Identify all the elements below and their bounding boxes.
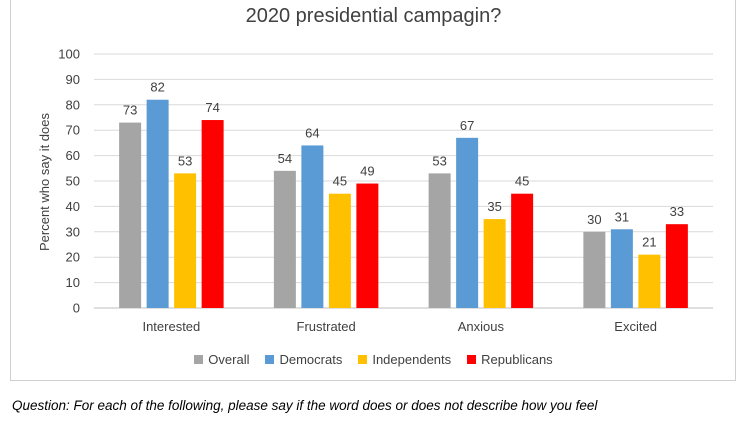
data-label: 74 xyxy=(205,100,219,115)
x-tick-label: Interested xyxy=(142,319,200,334)
bar xyxy=(301,145,324,308)
bar xyxy=(119,122,142,308)
x-axis-ticks: Interested Frustrated Anxious Excited xyxy=(142,319,656,334)
data-label: 45 xyxy=(333,174,347,189)
data-label: 67 xyxy=(460,118,474,133)
bar xyxy=(456,137,479,308)
y-tick-label: 60 xyxy=(66,148,80,163)
data-label: 64 xyxy=(305,125,319,140)
x-tick-label: Frustrated xyxy=(297,319,356,334)
legend-swatch xyxy=(265,355,275,364)
data-label: 31 xyxy=(615,209,629,224)
bar xyxy=(273,170,296,308)
data-label: 73 xyxy=(123,103,137,118)
legend-swatch xyxy=(194,355,204,364)
legend-label: Republicans xyxy=(481,352,553,367)
y-tick-label: 70 xyxy=(66,123,80,138)
bar xyxy=(201,120,224,308)
bar xyxy=(483,219,506,308)
y-tick-label: 50 xyxy=(66,174,80,189)
x-tick-label: Anxious xyxy=(458,319,505,334)
y-axis-ticks: 0 10 20 30 40 50 60 70 80 90 100 xyxy=(58,47,80,316)
data-label: 30 xyxy=(587,212,601,227)
caption: Question: For each of the following, ple… xyxy=(12,398,598,413)
legend-item: Overall xyxy=(194,352,249,367)
y-tick-label: 0 xyxy=(73,301,80,316)
y-tick-label: 100 xyxy=(58,47,80,62)
gridlines xyxy=(94,53,713,309)
y-tick-label: 30 xyxy=(66,224,80,239)
data-labels: 73 82 53 74 54 64 45 49 53 67 35 45 30 31 21 33 xyxy=(123,80,684,250)
bar xyxy=(328,193,351,308)
data-label: 49 xyxy=(360,164,374,179)
legend-label: Overall xyxy=(208,352,250,367)
y-tick-label: 40 xyxy=(66,199,80,214)
bar xyxy=(511,193,534,308)
bar xyxy=(583,231,606,308)
chart-title: 2020 presidential campagin? xyxy=(245,5,502,27)
legend: Overall Democrats Independents Republicans xyxy=(0,352,747,367)
bars xyxy=(119,99,688,308)
data-label: 53 xyxy=(178,153,192,168)
data-label: 33 xyxy=(670,204,684,219)
data-label: 54 xyxy=(278,151,292,166)
y-tick-label: 90 xyxy=(66,72,80,87)
bar xyxy=(665,224,688,308)
legend-label: Independents xyxy=(372,352,452,367)
data-label: 35 xyxy=(487,199,501,214)
data-label: 82 xyxy=(150,80,164,95)
bar xyxy=(428,173,451,308)
legend-swatch xyxy=(467,355,477,364)
x-tick-label: Excited xyxy=(614,319,657,334)
bar xyxy=(146,99,169,308)
y-tick-label: 20 xyxy=(66,250,80,265)
legend-swatch xyxy=(358,355,368,364)
data-label: 53 xyxy=(432,153,446,168)
legend-item: Republicans xyxy=(467,352,553,367)
bar xyxy=(638,254,661,308)
y-tick-label: 80 xyxy=(66,97,80,112)
data-label: 45 xyxy=(515,174,529,189)
legend-item: Democrats xyxy=(265,352,342,367)
legend-item: Independents xyxy=(358,352,451,367)
bar xyxy=(174,173,197,308)
bar xyxy=(356,183,379,308)
chart-frame xyxy=(10,0,736,381)
y-axis-label: Percent who say it does xyxy=(37,112,52,251)
bar xyxy=(610,229,633,308)
data-label: 21 xyxy=(642,235,656,250)
y-tick-label: 10 xyxy=(66,275,80,290)
legend-label: Democrats xyxy=(279,352,343,367)
